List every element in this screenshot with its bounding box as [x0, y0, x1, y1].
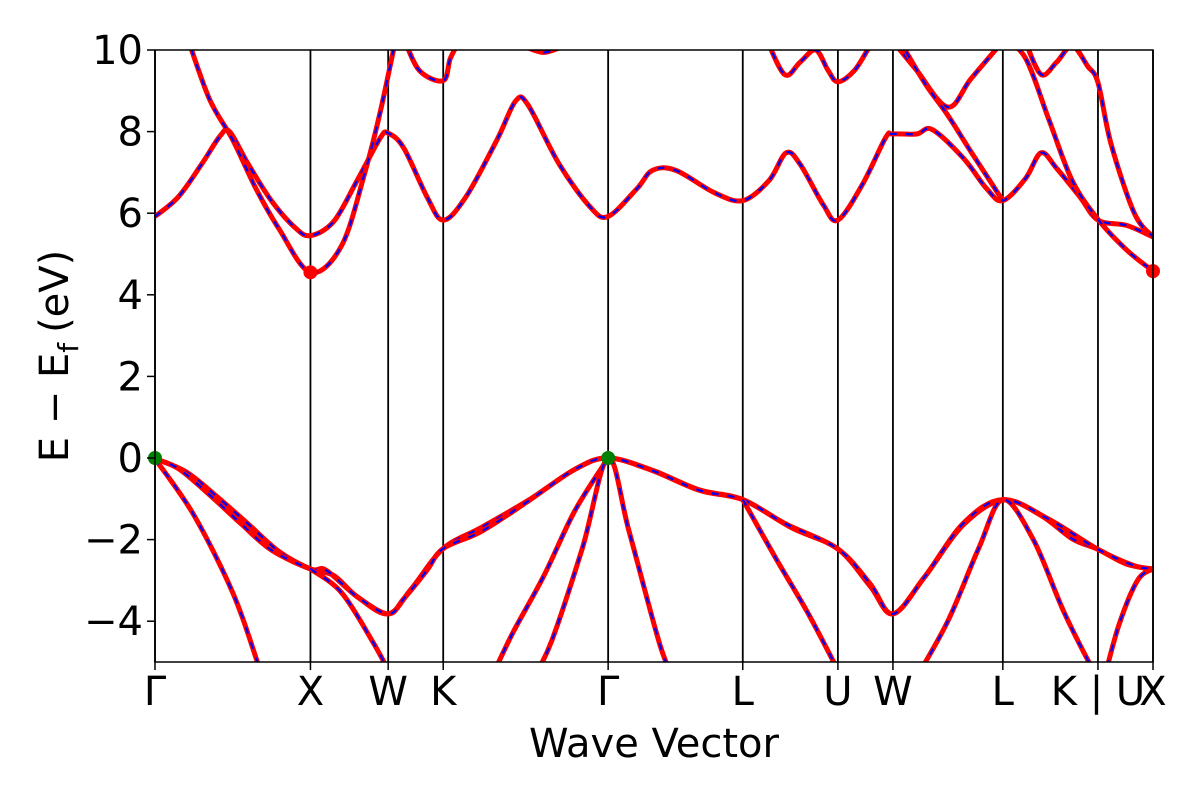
- band-line-10: [188, 50, 397, 276]
- band-line-2: [155, 457, 261, 662]
- y-tick-label-6: −2: [84, 518, 143, 564]
- band-dash-7: [924, 498, 1091, 662]
- band-dash-4: [497, 457, 610, 662]
- y-tick-label-2: 6: [118, 191, 143, 237]
- band-dash-14: [898, 50, 997, 109]
- band-dash-10: [190, 50, 395, 274]
- band-line-3: [308, 566, 387, 662]
- plot-frame: [154, 49, 1154, 663]
- vbm-marker-1: [601, 451, 616, 465]
- x-tick-label-10: X: [1139, 669, 1166, 715]
- y-axis-label-subscript: f: [52, 342, 85, 353]
- x-tick-label-3: K: [430, 669, 458, 715]
- cbm-marker-0: [303, 265, 318, 280]
- y-axis-label-main: E − E: [32, 353, 78, 463]
- band-dash-16: [1027, 50, 1153, 238]
- band-line-11: [405, 50, 458, 84]
- band-dash-15: [903, 50, 1004, 202]
- y-tick-label-1: 8: [118, 110, 143, 156]
- x-tick-label-6: U: [823, 669, 852, 715]
- x-axis-label: Wave Vector: [529, 721, 780, 767]
- band-line-5: [539, 455, 669, 662]
- x-tick-label-7: W: [873, 669, 913, 715]
- y-tick-label-5: 0: [118, 436, 143, 482]
- band-dash-6: [741, 499, 835, 662]
- y-axis-label: E − Ef (eV): [32, 250, 85, 463]
- band-line-17: [1015, 50, 1153, 274]
- band-line-7: [922, 497, 1092, 662]
- extremum-markers: [148, 264, 1160, 465]
- x-tick-label-1: X: [297, 669, 324, 715]
- y-tick-label-3: 4: [118, 273, 143, 319]
- x-tick-label-2: W: [368, 669, 408, 715]
- y-axis: 10 8 6 4 2 0 −2 −4: [84, 28, 155, 645]
- y-tick-label-0: 10: [92, 28, 143, 74]
- band-line-9: [155, 94, 1153, 240]
- kpoint-divider-lines: [154, 50, 1154, 662]
- y-tick-label-4: 2: [118, 354, 143, 400]
- band-dash-3: [309, 568, 386, 662]
- band-dash-5: [541, 456, 668, 662]
- x-tick-label-5: L: [732, 669, 755, 715]
- x-tick-label-0: Γ: [144, 669, 167, 715]
- y-axis-label-unit: (eV): [32, 250, 78, 333]
- band-line-14: [896, 50, 999, 110]
- y-tick-label-7: −4: [84, 599, 143, 645]
- band-dash-1: [155, 456, 1153, 616]
- x-tick-label-8: L: [992, 669, 1015, 715]
- band-dash-12: [530, 50, 557, 54]
- x-tick-label-9: K | U: [1051, 669, 1145, 715]
- band-dash-8: [1107, 568, 1153, 662]
- band-dash-17: [1017, 50, 1153, 272]
- band-dash-13: [770, 50, 869, 83]
- band-curves: [155, 50, 1153, 662]
- band-line-13: [768, 50, 871, 85]
- x-tick-label-4: Γ: [597, 669, 620, 715]
- band-line-8: [1105, 566, 1153, 662]
